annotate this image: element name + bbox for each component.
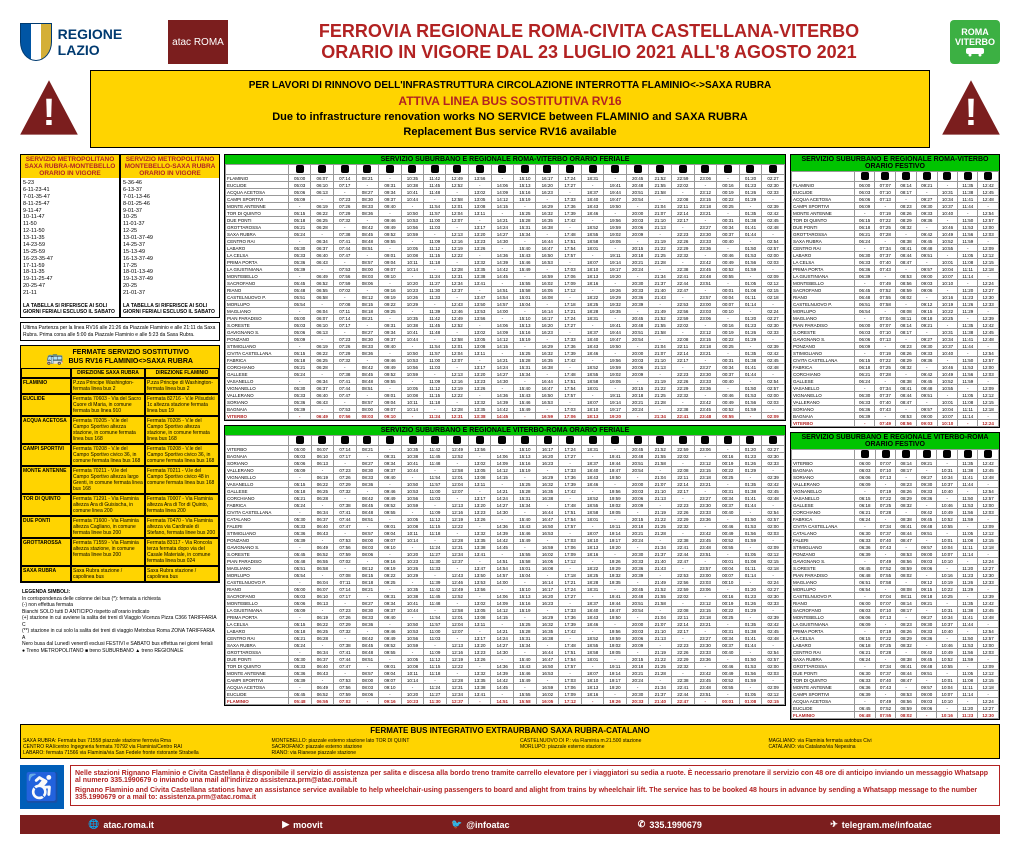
extra-body: SAXA RUBRA: Fermata bus 71558 piazzale s… (21, 736, 999, 758)
vr-feriale-table: VITERBO05:0006:0707:1408:21-10:3511:4212… (225, 435, 785, 705)
right-column: SERVIZIO SUBURBANO E REGIONALE ROMA-VITE… (790, 154, 1000, 720)
metro-left-times: 5-236-11-23-417-01-35-478-11-25-479-11-4… (21, 178, 119, 317)
atac-logo: atac ROMA (168, 20, 228, 64)
footer-web: 🌐 atac.roma.it (88, 819, 154, 830)
vr-feriale-head: SERVIZIO SUBURBANO E REGIONALE VITERBO-R… (225, 426, 785, 435)
svg-text:!: ! (43, 91, 56, 134)
banner-line-2: ATTIVA LINEA BUS SOSTITUTIVA RV16 (97, 94, 923, 108)
vr-festivo-panel: SERVIZIO SUBURBANO E REGIONALE VITERBO-R… (790, 432, 1000, 720)
extra-bus-stops: FERMATE BUS INTEGRATIVO EXTRAURBANO SAXA… (20, 724, 1000, 759)
fermate-grid: DIREZIONE SAXA RUBRADIREZIONE FLAMINIOFL… (21, 368, 219, 582)
metro-right-head: SERVIZIO METROPOLITANO MONTEBELLO-SAXA R… (121, 155, 219, 178)
bus-icon: 🚌 (46, 349, 63, 366)
wheelchair-en: Rignano Flaminio and Civita Castellana s… (75, 787, 995, 801)
legend: LEGENDA SIMBOLI:In corrispondenza delle … (20, 587, 220, 656)
regione-lazio-logo: REGIONE LAZIO (20, 22, 160, 62)
footer-twitter: 🐦 @infoatac (451, 819, 510, 830)
title-block: FERROVIA REGIONALE ROMA-CIVITA CASTELLAN… (236, 21, 942, 63)
metro-right-times: 5-36-466-13-377-01-13-468-01-25-469-01-3… (121, 178, 219, 317)
roma-viterbo-badge: ROMAVITERBO (950, 20, 1000, 64)
vr-feriale-panel: SERVIZIO SUBURBANO E REGIONALE VITERBO-R… (224, 425, 786, 706)
train-icon (965, 47, 985, 57)
wheelchair-it: Nelle stazioni Rignano Flaminio e Civita… (75, 770, 995, 784)
shield-icon (20, 23, 52, 61)
footer-whatsapp: ✆ 335.1990679 (638, 819, 702, 830)
rv-festivo-panel: SERVIZIO SUBURBANO E REGIONALE ROMA-VITE… (790, 154, 1000, 428)
rv-feriale-head: SERVIZIO SUBURBANO E REGIONALE ROMA-VITE… (225, 155, 785, 164)
metro-timetables: SERVIZIO METROPOLITANO SAXA RUBRA-MONTEB… (20, 154, 220, 318)
middle-column: SERVIZIO SUBURBANO E REGIONALE ROMA-VITE… (224, 154, 786, 720)
rv-feriale-panel: SERVIZIO SUBURBANO E REGIONALE ROMA-VITE… (224, 154, 786, 421)
banner-line-4: Replacement Bus service RV16 available (97, 126, 923, 138)
wheelchair-icon: ♿ (20, 765, 64, 809)
vr-festivo-table: VITERBO06:0007:0708:1409:21-11:3512:42BA… (791, 449, 999, 719)
extra-head: FERMATE BUS INTEGRATIVO EXTRAURBANO SAXA… (21, 725, 999, 736)
fermate-title2: BUS RV16 FLAMINIO<>SAXA RUBRA (67, 357, 193, 366)
warning-icon: ! (939, 77, 1003, 141)
metro-footnote: Ultima Partenza per la linea RV16 alle 2… (20, 322, 220, 341)
footer-moovit: ▶ moovit (282, 819, 322, 830)
regione-text: REGIONE LAZIO (58, 26, 160, 58)
wheelchair-text: Nelle stazioni Rignano Flaminio e Civita… (70, 765, 1000, 806)
service-notice-banner: ! ! PER LAVORI DI RINNOVO DELL'INFRASTRU… (90, 70, 930, 148)
footer-bar: 🌐 atac.roma.it ▶ moovit 🐦 @infoatac ✆ 33… (20, 815, 1000, 834)
header: REGIONE LAZIO atac ROMA FERROVIA REGIONA… (20, 20, 1000, 64)
rv-festivo-head: SERVIZIO SUBURBANO E REGIONALE ROMA-VITE… (791, 155, 999, 171)
vr-festivo-head: SERVIZIO SUBURBANO E REGIONALE VITERBO-R… (791, 433, 999, 449)
svg-text:!: ! (965, 91, 978, 134)
replacement-bus-stops: 🚌 FERMATE SERVIZIO SOSTITUTIVO BUS RV16 … (20, 345, 220, 583)
banner-line-3: Due to infrastructure renovation works N… (97, 111, 923, 123)
warning-icon: ! (17, 77, 81, 141)
title-line-2: ORARIO IN VIGORE DAL 23 LUGLIO 2021 ALL'… (236, 42, 942, 63)
metro-left-head: SERVIZIO METROPOLITANO SAXA RUBRA-MONTEB… (21, 155, 119, 178)
banner-line-1: PER LAVORI DI RINNOVO DELL'INFRASTRUTTUR… (97, 80, 923, 91)
rv-feriale-table: FLAMINIO05:0006:0707:1408:21-10:3511:421… (225, 164, 785, 420)
footer-telegram: ✈ telegram.me/infoatac (830, 819, 932, 830)
left-column: SERVIZIO METROPOLITANO SAXA RUBRA-MONTEB… (20, 154, 220, 720)
wheelchair-notice: ♿ Nelle stazioni Rignano Flaminio e Civi… (20, 765, 1000, 809)
rv-festivo-table: FLAMINIO06:0007:0708:1409:21-11:3512:42E… (791, 171, 999, 427)
title-line-1: FERROVIA REGIONALE ROMA-CIVITA CASTELLAN… (236, 21, 942, 42)
content-grid: SERVIZIO METROPOLITANO SAXA RUBRA-MONTEB… (20, 154, 1000, 720)
fermate-title1: FERMATE SERVIZIO SOSTITUTIVO (67, 348, 193, 357)
